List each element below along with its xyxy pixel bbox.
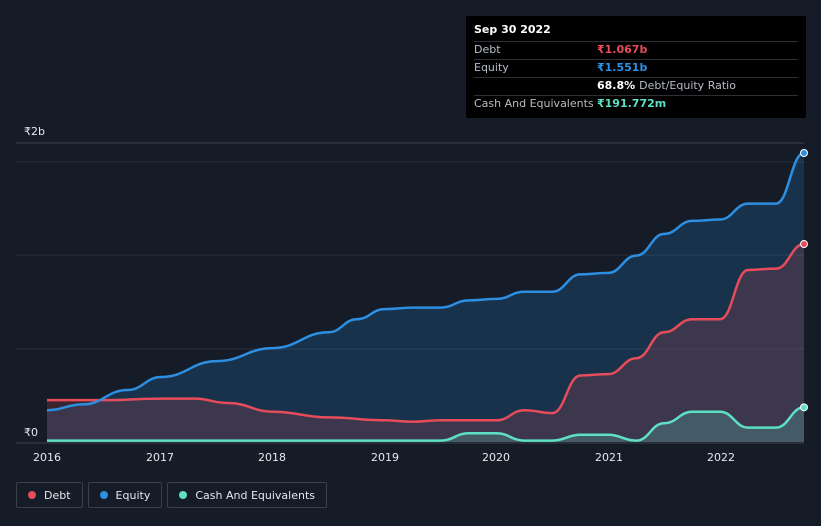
end-marker-equity — [800, 149, 808, 157]
tooltip-row-ratio: 68.8% Debt/Equity Ratio — [474, 78, 798, 96]
series-end-markers — [800, 149, 808, 412]
x-tick-label: 2019 — [371, 451, 399, 464]
legend-item-debt[interactable]: Debt — [16, 482, 83, 508]
x-tick-label: 2020 — [482, 451, 510, 464]
end-marker-cash-and-equivalents — [800, 403, 808, 412]
line-equity — [46, 151, 805, 412]
x-axis-ticks: 2016 2017 2018 2019 2020 2021 2022 — [33, 451, 735, 464]
tooltip-ratio-label: Debt/Equity Ratio — [639, 79, 736, 92]
x-tick-label: 2016 — [33, 451, 61, 464]
legend-label: Debt — [44, 488, 71, 502]
tooltip-ratio-value: 68.8% — [597, 79, 636, 92]
legend: Debt Equity Cash And Equivalents — [16, 482, 327, 508]
tooltip-label — [474, 78, 597, 95]
end-marker-debt — [800, 240, 808, 249]
legend-item-equity[interactable]: Equity — [87, 482, 163, 508]
tooltip-label: Cash And Equivalents — [474, 97, 594, 110]
cash-dot-icon — [179, 491, 188, 499]
x-tick-label: 2017 — [146, 451, 174, 464]
area-debt — [47, 244, 804, 442]
area-equity — [47, 153, 804, 442]
tooltip-panel: Sep 30 2022 Debt ₹1.067b Equity ₹1.551b … — [466, 16, 806, 118]
legend-label: Equity — [115, 488, 151, 502]
gridlines — [16, 142, 804, 444]
area-cash-and-equivalents — [47, 407, 804, 442]
tooltip-label: Equity — [474, 61, 509, 74]
line-debt — [47, 242, 805, 424]
tooltip-row-equity: Equity ₹1.551b — [474, 60, 798, 78]
y-tick-label-top: ₹2b — [24, 125, 45, 138]
line-cash-and-equivalents — [47, 406, 805, 442]
tooltip-value: ₹1.551b — [597, 61, 648, 74]
legend-label: Cash And Equivalents — [195, 488, 315, 502]
x-tick-label: 2022 — [707, 451, 735, 464]
y-tick-label-bottom: ₹0 — [24, 426, 38, 439]
series-areas — [47, 153, 804, 442]
legend-item-cash[interactable]: Cash And Equivalents — [167, 482, 327, 508]
tooltip-row-debt: Debt ₹1.067b — [474, 42, 798, 60]
equity-dot-icon — [99, 491, 108, 499]
x-tick-label: 2018 — [258, 451, 286, 464]
series-lines — [46, 151, 805, 442]
debt-dot-icon — [28, 491, 36, 499]
tooltip-date: Sep 30 2022 — [474, 23, 798, 42]
tooltip-row-cash: Cash And Equivalents ₹191.772m — [474, 96, 798, 113]
tooltip-value: ₹191.772m — [597, 97, 667, 110]
tooltip-value: ₹1.067b — [597, 43, 648, 56]
tooltip-label: Debt — [474, 43, 501, 56]
x-tick-label: 2021 — [595, 451, 623, 464]
